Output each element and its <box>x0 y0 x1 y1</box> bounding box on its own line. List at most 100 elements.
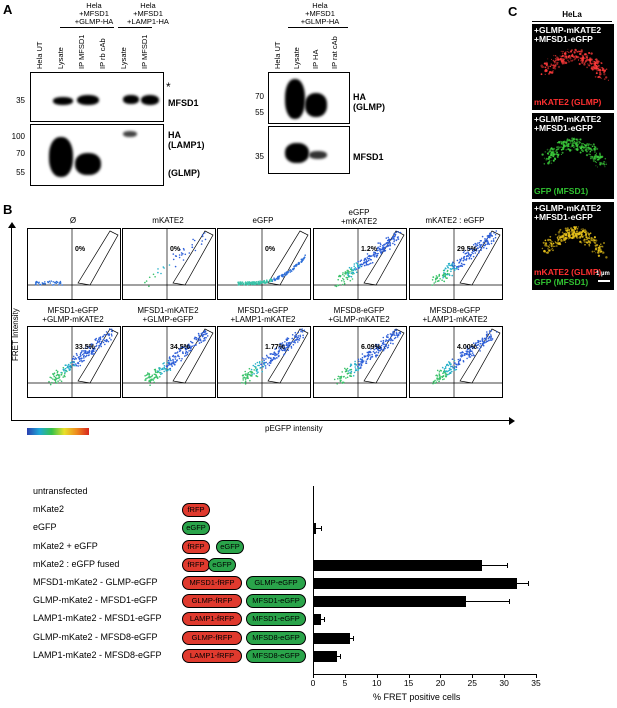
lane-label: Lysate <box>292 47 301 69</box>
micrograph-dot <box>557 238 560 241</box>
flow-event <box>373 252 375 254</box>
micrograph-dot <box>552 249 554 252</box>
micrograph-dot <box>599 66 601 68</box>
flow-event <box>434 281 437 283</box>
x-tick-label: 5 <box>342 678 348 688</box>
flow-event <box>191 246 193 249</box>
header-underline <box>288 27 348 28</box>
flow-event <box>475 250 478 252</box>
micrograph-dot <box>544 66 547 69</box>
flow-event <box>144 281 146 284</box>
flow-event <box>276 357 278 359</box>
micrograph-dot <box>547 58 549 60</box>
flow-event <box>88 349 91 352</box>
micrograph-dot <box>554 55 557 57</box>
flow-event <box>395 332 398 334</box>
flow-event <box>390 333 392 335</box>
flow-event <box>293 340 296 342</box>
micrograph-dot <box>554 158 557 161</box>
micrograph-dot <box>584 235 586 237</box>
flow-event <box>187 346 190 349</box>
red-fusion-pill: MFSD1-fRFP <box>182 576 242 590</box>
flow-event <box>434 379 436 382</box>
flow-event <box>169 363 171 366</box>
flow-event <box>445 277 448 279</box>
flow-event <box>378 345 381 348</box>
flow-plot <box>409 228 503 300</box>
flow-event <box>298 339 300 341</box>
fret-percent: 33.5% <box>75 344 95 351</box>
flow-event <box>268 364 271 367</box>
flow-event <box>376 254 379 257</box>
micrograph-dot <box>552 67 554 69</box>
flow-event <box>375 347 377 350</box>
micrograph-dot <box>600 155 604 159</box>
flow-event <box>490 234 493 237</box>
micrograph-dot <box>594 68 596 70</box>
flow-event <box>92 350 94 353</box>
flow-event <box>387 339 390 342</box>
flow-event <box>366 260 368 263</box>
flow-event <box>357 366 360 369</box>
flow-event <box>490 240 493 242</box>
flow-event <box>86 345 89 348</box>
flow-event <box>193 239 196 242</box>
flow-event <box>341 371 343 373</box>
panel-c-title-line <box>532 21 612 22</box>
flow-event <box>51 381 53 384</box>
micrograph-dot <box>594 160 597 163</box>
flow-event <box>244 379 247 381</box>
micrograph-dot <box>570 50 572 53</box>
flow-event <box>202 333 205 336</box>
flow-event <box>436 276 439 278</box>
flow-event <box>339 377 341 379</box>
flow-event <box>471 352 474 354</box>
flow-plot-title: mKATE2 <box>152 216 184 225</box>
flow-event <box>384 340 387 343</box>
micrograph-dot <box>584 228 587 231</box>
flow-event <box>168 357 171 359</box>
flow-event <box>258 362 261 364</box>
micrograph-dot <box>587 241 589 243</box>
micrograph-dot <box>573 50 576 53</box>
micrograph-dot <box>540 64 543 68</box>
bar <box>313 632 350 644</box>
flow-event <box>85 354 88 357</box>
flow-event <box>204 333 206 336</box>
flow-event <box>58 282 61 284</box>
flow-event <box>357 358 360 361</box>
micrograph-dot <box>605 161 607 163</box>
flow-event <box>295 334 297 336</box>
flow-event <box>350 364 352 367</box>
flow-event <box>350 275 353 278</box>
flow-event <box>254 283 256 285</box>
flow-event <box>367 354 370 356</box>
micrograph-dot <box>590 58 593 61</box>
y-axis-label: FRET Intensity <box>11 308 20 361</box>
flow-event <box>98 340 101 342</box>
flow-event <box>93 347 95 349</box>
flow-event <box>473 347 475 349</box>
flow-event <box>486 243 489 245</box>
flow-event <box>255 370 258 372</box>
flow-event <box>468 353 471 356</box>
flow-event <box>184 355 186 357</box>
chart-x-axis-line <box>313 674 537 675</box>
flow-event <box>39 283 41 286</box>
flow-event <box>90 345 92 347</box>
flow-event <box>56 373 59 376</box>
red-fusion-pill: LAMP1-fRFP <box>182 612 242 627</box>
flow-event <box>349 375 351 377</box>
flow-plot-title: MFSD1-eGFP +GLMP-mKATE2 <box>42 306 104 324</box>
micrograph-dot <box>590 143 592 146</box>
flow-event <box>351 269 354 271</box>
flow-event <box>191 341 193 344</box>
flow-event <box>153 377 155 380</box>
flow-event <box>255 282 257 284</box>
flow-event <box>356 264 359 266</box>
flow-plot <box>313 228 407 300</box>
micrograph-dot <box>550 58 553 60</box>
fret-percent: 34.5% <box>170 344 190 351</box>
flow-event <box>294 341 296 344</box>
micrograph-dot <box>595 252 597 254</box>
